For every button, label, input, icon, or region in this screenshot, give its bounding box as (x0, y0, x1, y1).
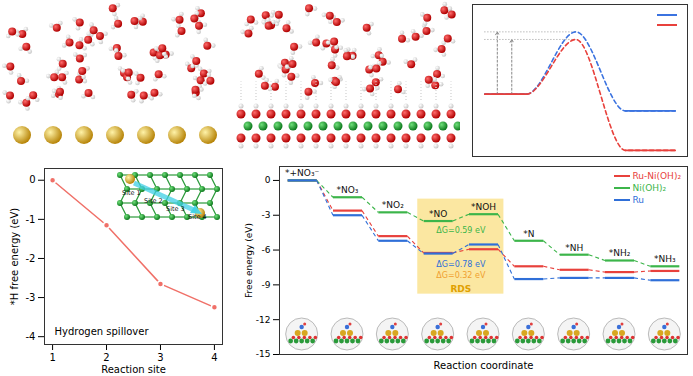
svg-text:ΔG=0.32 eV: ΔG=0.32 eV (436, 271, 486, 280)
svg-text:*NH₃: *NH₃ (654, 254, 676, 264)
svg-text:-6: -6 (262, 245, 271, 255)
svg-text:*N: *N (523, 229, 534, 239)
svg-text:Site 3: Site 3 (166, 205, 185, 213)
svg-text:Hydrogen spillover: Hydrogen spillover (55, 326, 150, 337)
svg-text:*NO₂: *NO₂ (382, 200, 404, 210)
svg-text:Site 2: Site 2 (144, 197, 163, 205)
svg-text:2: 2 (103, 352, 109, 363)
svg-text:-4: -4 (26, 331, 36, 342)
svg-text:Reaction coordinate: Reaction coordinate (434, 360, 534, 371)
html-text:Ni(OH)₂: Ni(OH)₂ (632, 183, 667, 193)
svg-text:*NOH: *NOH (471, 202, 496, 212)
svg-text:*NO: *NO (429, 209, 447, 219)
html-text:Ru: Ru (632, 195, 644, 205)
svg-text:0: 0 (265, 175, 271, 185)
svg-text:*NH₂: *NH₂ (609, 248, 631, 258)
svg-text:3: 3 (157, 352, 163, 363)
svg-text:*H free energy (eV): *H free energy (eV) (9, 208, 20, 306)
svg-text:Free energy (eV): Free energy (eV) (244, 223, 254, 298)
svg-text:-3: -3 (262, 210, 271, 220)
svg-text:-1: -1 (26, 214, 36, 225)
svg-text:*NH: *NH (565, 243, 583, 253)
svg-text:ΔG=0.78 eV: ΔG=0.78 eV (436, 260, 486, 269)
svg-text:1: 1 (49, 352, 55, 363)
html-text:Ru-Ni(OH)₂: Ru-Ni(OH)₂ (632, 171, 681, 181)
svg-text:-2: -2 (26, 253, 36, 264)
svg-text:Site 1: Site 1 (122, 189, 141, 197)
svg-text:-12: -12 (256, 315, 271, 325)
svg-text:RDS: RDS (450, 284, 471, 294)
svg-text:-9: -9 (262, 280, 271, 290)
svg-text:ΔG=0.59 eV: ΔG=0.59 eV (436, 226, 486, 235)
svg-text:Reaction site: Reaction site (101, 364, 166, 375)
svg-text:4: 4 (211, 352, 217, 363)
svg-text:*+NO₃⁻: *+NO₃⁻ (285, 168, 319, 178)
svg-text:0: 0 (29, 174, 35, 185)
svg-text:-15: -15 (256, 349, 271, 359)
svg-text:*NO₃: *NO₃ (337, 185, 359, 195)
svg-text:-3: -3 (26, 292, 36, 303)
svg-text:Site 4: Site 4 (188, 213, 207, 221)
